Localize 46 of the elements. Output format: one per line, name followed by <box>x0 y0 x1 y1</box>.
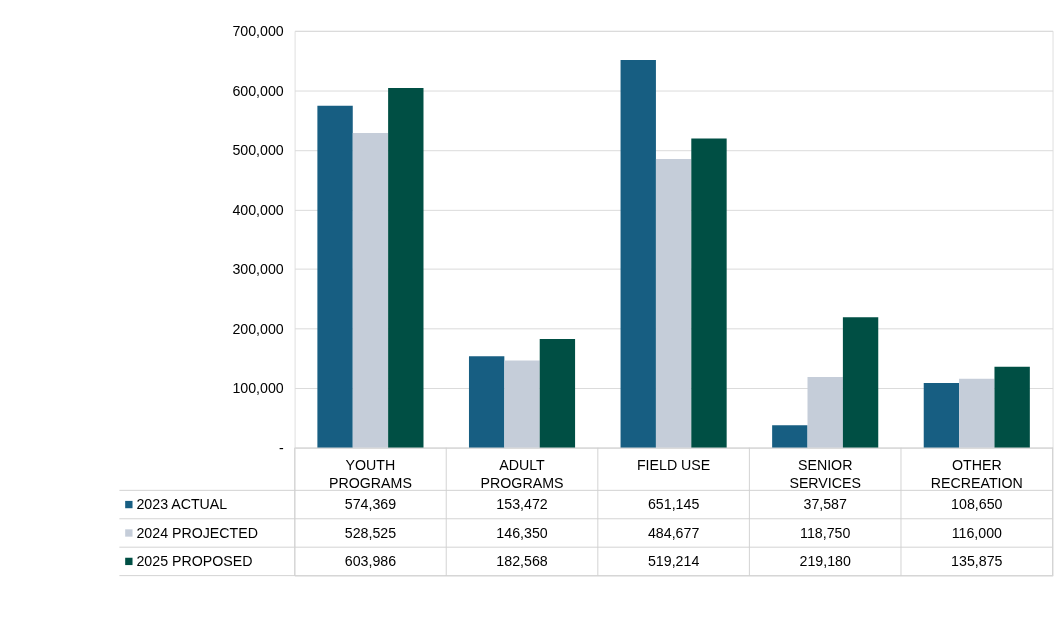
bar <box>539 339 576 448</box>
y-tick-label: 400,000 <box>232 201 284 218</box>
x-tick-label: FIELD USE <box>636 457 711 474</box>
bar <box>959 378 995 448</box>
y-tick-label: - <box>279 439 285 456</box>
data-label: 37,587 <box>803 496 848 513</box>
bar <box>655 159 692 448</box>
x-tick-label: ADULT PROGRAMS <box>480 457 564 491</box>
y-tick-label: 200,000 <box>232 320 284 337</box>
bar <box>842 317 879 448</box>
y-tick-label: 600,000 <box>232 82 284 99</box>
bar <box>504 360 540 448</box>
data-label: 118,750 <box>800 524 851 541</box>
y-tick-label: 700,000 <box>232 23 284 40</box>
legend-label: 2025 PROPOSED <box>136 553 253 570</box>
data-label: 116,000 <box>951 524 1003 541</box>
data-label: 182,568 <box>496 553 548 570</box>
bar <box>388 88 424 448</box>
x-tick-label: OTHER RECREATION <box>930 457 1023 491</box>
data-label: 108,650 <box>951 496 1003 513</box>
legend-label: 2024 PROJECTED <box>136 524 258 541</box>
x-tick-label: YOUTH PROGRAMS <box>329 457 412 491</box>
data-label: 528,525 <box>344 524 397 541</box>
bar <box>691 138 727 448</box>
legend-label: 2023 ACTUAL <box>136 496 228 513</box>
bar <box>923 383 960 448</box>
bar <box>352 132 389 448</box>
data-label: 574,369 <box>344 496 397 513</box>
data-label: 146,350 <box>496 524 548 541</box>
bar <box>317 105 353 448</box>
bar <box>807 377 843 448</box>
data-label: 519,214 <box>647 553 700 570</box>
data-label: 603,986 <box>344 553 397 570</box>
y-tick-label: 100,000 <box>232 380 284 397</box>
data-label: 135,875 <box>951 553 1003 570</box>
data-label: 219,180 <box>799 553 851 570</box>
data-label: 153,472 <box>496 496 548 513</box>
data-label: 484,677 <box>647 524 700 541</box>
y-tick-label: 300,000 <box>232 261 284 278</box>
bar <box>468 356 505 448</box>
y-tick-label: 500,000 <box>232 142 284 159</box>
data-label: 651,145 <box>647 496 700 513</box>
x-tick-label: SENIOR SERVICES <box>789 457 861 491</box>
bar <box>994 366 1030 448</box>
bar <box>772 425 808 448</box>
bar <box>620 59 656 448</box>
